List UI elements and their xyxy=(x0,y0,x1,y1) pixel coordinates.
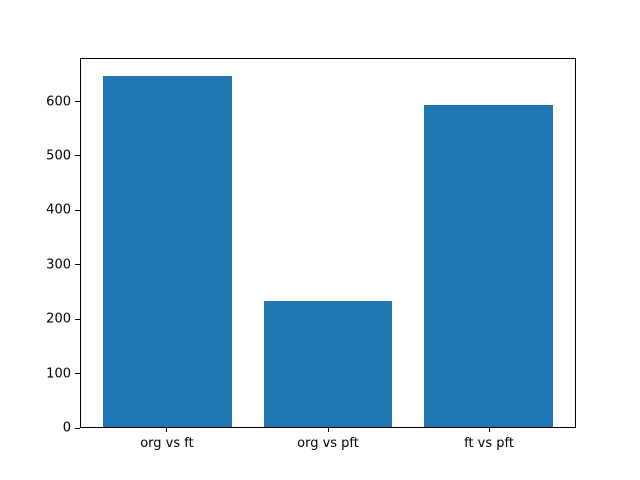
x-tick-mark xyxy=(166,427,168,432)
y-tick-label: 500 xyxy=(46,148,71,164)
y-tick-label: 400 xyxy=(46,202,71,218)
y-tick-label: 100 xyxy=(46,366,71,382)
x-tick-label: org vs pft xyxy=(297,436,359,451)
y-tick-label: 300 xyxy=(46,257,71,273)
bar-org-vs-pft xyxy=(263,301,393,427)
y-tick-label: 200 xyxy=(46,311,71,327)
y-tick-mark xyxy=(75,101,80,103)
bar-org-vs-ft xyxy=(103,76,232,427)
y-tick-mark xyxy=(75,209,80,211)
x-tick-mark xyxy=(327,427,329,432)
x-tick-mark xyxy=(488,427,490,432)
x-tick-label: org vs ft xyxy=(140,436,194,451)
x-tick-label: ft vs pft xyxy=(464,436,514,451)
y-tick-label: 600 xyxy=(46,94,71,110)
x-axis: org vs ft org vs pft ft vs pft xyxy=(80,427,576,467)
y-tick-mark xyxy=(75,264,80,266)
y-tick-mark xyxy=(75,427,80,429)
y-tick-mark xyxy=(75,155,80,157)
bar-ft-vs-pft xyxy=(424,105,553,427)
y-tick-label: 0 xyxy=(62,420,71,436)
y-tick-mark xyxy=(75,373,80,375)
y-axis: 0 100 200 300 400 500 600 xyxy=(0,58,80,436)
y-tick-mark xyxy=(75,318,80,320)
plot-area xyxy=(80,58,576,428)
